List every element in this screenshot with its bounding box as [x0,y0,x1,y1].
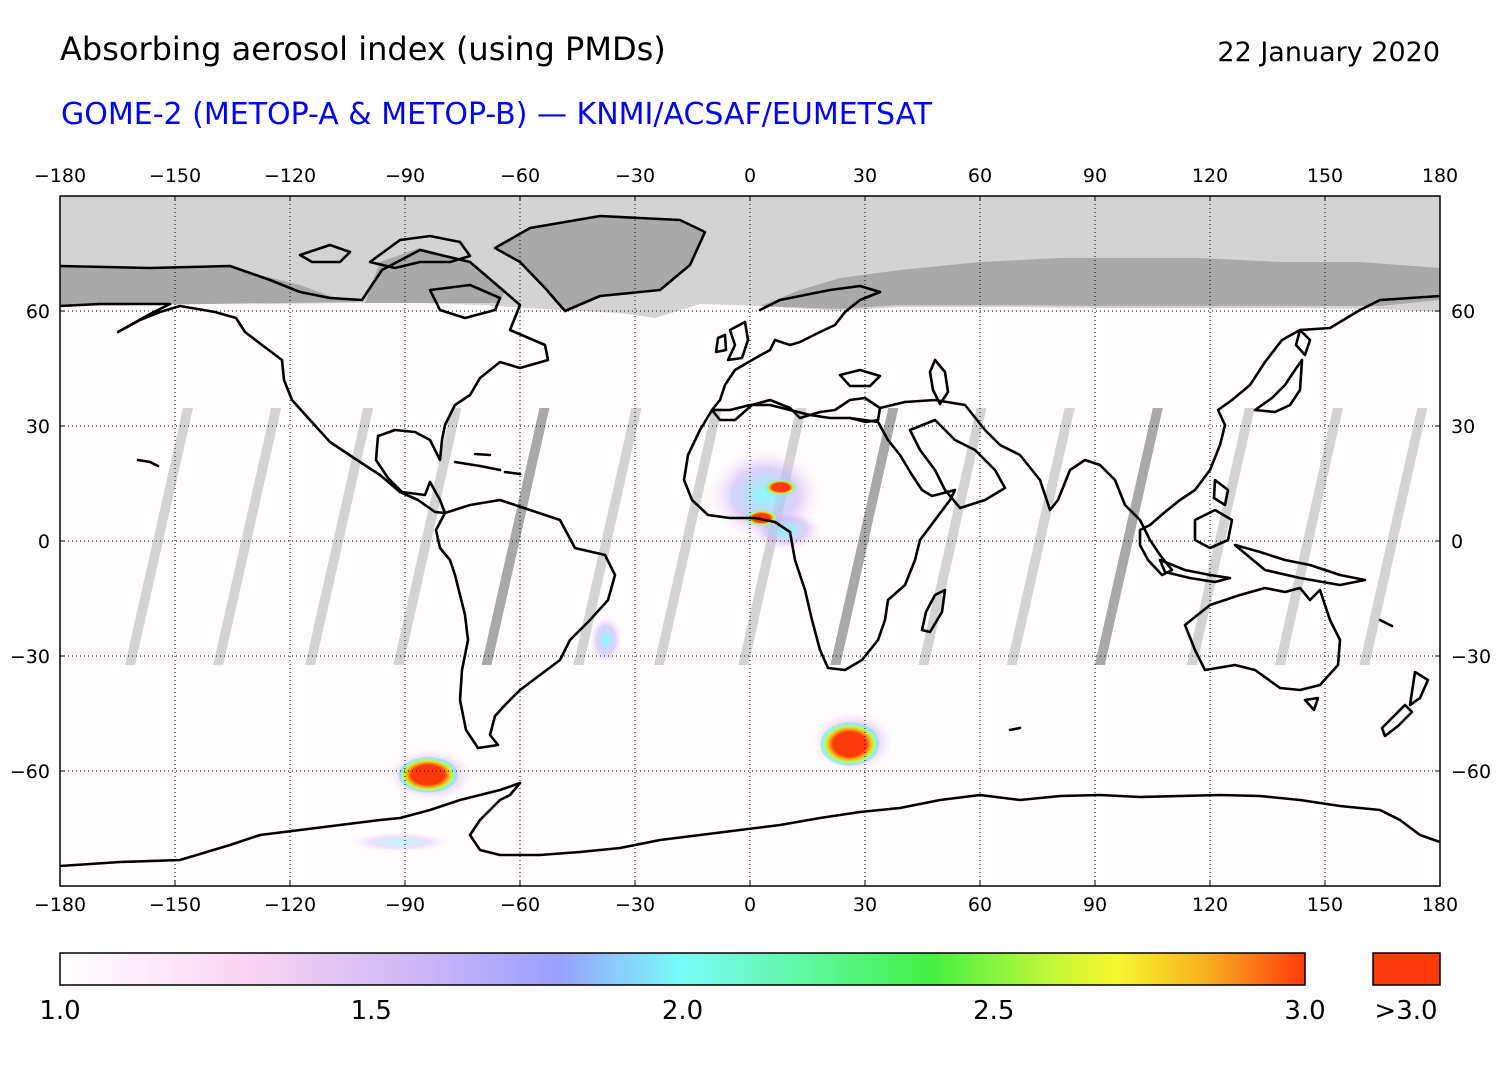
coast-canadian-islands [298,234,502,320]
lat-tick-label-right: 60 [1451,301,1475,323]
colorbar-over-box [1372,952,1441,986]
swath-gap [1275,408,1343,665]
lat-tick-label-left: 30 [26,416,50,438]
lon-tick-label-bottom: 120 [1192,894,1228,916]
coast-madagascar [920,588,947,634]
swath-gap [1094,408,1163,665]
lon-tick-label-top: 0 [744,165,756,187]
coast-australia [1183,586,1342,712]
south-pacific-plume [398,756,458,793]
lon-tick-label-top: −30 [615,165,655,187]
lon-tick-label-bottom: −180 [34,894,86,916]
polar-land [60,216,1440,311]
coast-africa [682,403,957,672]
coast-europe [710,284,882,424]
lon-tick-label-bottom: −120 [264,894,316,916]
lon-tick-label-bottom: 150 [1307,894,1343,916]
antarctic-coast-halo [350,832,450,852]
lon-tick-label-top: −150 [149,165,201,187]
lon-tick-label-top: 60 [968,165,992,187]
colorbar-tick-label: 3.0 [1284,996,1325,1026]
colorbar-tick-label: 1.5 [351,996,392,1026]
coast-arabia [908,418,1007,510]
colorbar-tick-label: 2.0 [662,996,703,1026]
chad-plume [764,479,797,496]
lon-tick-label-bottom: −30 [615,894,655,916]
lon-tick-label-top: 150 [1307,165,1343,187]
lat-tick-label-right: 30 [1451,416,1475,438]
coast-islands-pacific [136,458,1394,732]
colorbar: 1.0 1.5 2.0 2.5 3.0 >3.0 [39,952,1441,1026]
colorbar-bar [59,952,1306,986]
lat-tick-label-left: 0 [38,531,50,553]
lon-tick-label-bottom: −150 [149,894,201,916]
map-title: Absorbing aerosol index (using PMDs) [60,30,666,68]
lat-tick-label-right: −60 [1451,761,1491,783]
coast-southeast-asia-islands [1158,478,1367,587]
lat-tick-label-right: 0 [1451,531,1463,553]
lon-tick-label-bottom: 30 [853,894,877,916]
map-grid [60,196,1440,886]
lon-tick-label-bottom: −60 [500,894,540,916]
lon-tick-label-top: 120 [1192,165,1228,187]
swath-gap [481,408,550,665]
swath-gap [213,408,282,665]
lat-tick-label-right: −30 [1451,646,1491,668]
coast-new-zealand [1380,670,1430,738]
lon-tick-label-top: −120 [264,165,316,187]
map-subtitle: GOME-2 (METOP-A & METOP-B) — KNMI/ACSAF/… [61,97,933,132]
swath-gap [393,408,462,665]
coast-caspian-black-sea [838,358,950,406]
coast-japan [1253,328,1312,414]
coast-antarctica [60,781,1440,868]
coast-asia [878,294,1440,577]
atlantic-aerosol-halo [590,616,622,664]
lat-tick-label-left: −60 [10,761,50,783]
map-axes: −180 −180 −150 −150 −120 −120 −90 −90 −60 −60 −30 −… [10,165,1491,916]
lon-tick-label-top: −90 [385,165,425,187]
swath-gap [125,408,193,665]
lon-tick-label-bottom: 90 [1083,894,1107,916]
lat-tick-label-left: 60 [26,301,50,323]
lon-tick-label-bottom: 0 [744,894,756,916]
swath-gap [654,408,722,665]
coastlines [60,214,1440,868]
lon-tick-label-bottom: 180 [1422,894,1458,916]
map-date: 22 January 2020 [1217,37,1440,68]
swath-gap [830,408,899,665]
swath-gaps [125,408,1428,665]
swath-gap [918,408,987,665]
colorbar-tick-label: 2.5 [973,996,1014,1026]
coast-british-isles [714,320,750,362]
lon-tick-label-top: 90 [1083,165,1107,187]
lon-tick-label-top: 30 [853,165,877,187]
coast-greenland [493,214,707,313]
colorbar-tick-label: 1.0 [39,996,80,1026]
colorbar-over-label: >3.0 [1374,996,1437,1026]
lon-tick-label-bottom: −90 [385,894,425,916]
lon-tick-label-top: 180 [1422,165,1458,187]
coast-north-america [60,248,550,515]
south-atlantic-plume [819,722,880,767]
lon-tick-label-top: −60 [500,165,540,187]
lon-tick-label-top: −180 [34,165,86,187]
coast-south-america [434,498,617,750]
lat-tick-label-left: −30 [10,646,50,668]
coast-caribbean [453,452,522,476]
swath-gap [1186,408,1255,665]
swath-gap [305,408,374,665]
lon-tick-label-bottom: 60 [968,894,992,916]
swath-gap [1006,408,1075,665]
swath-gap [1359,408,1428,665]
swath-gap [573,408,642,665]
